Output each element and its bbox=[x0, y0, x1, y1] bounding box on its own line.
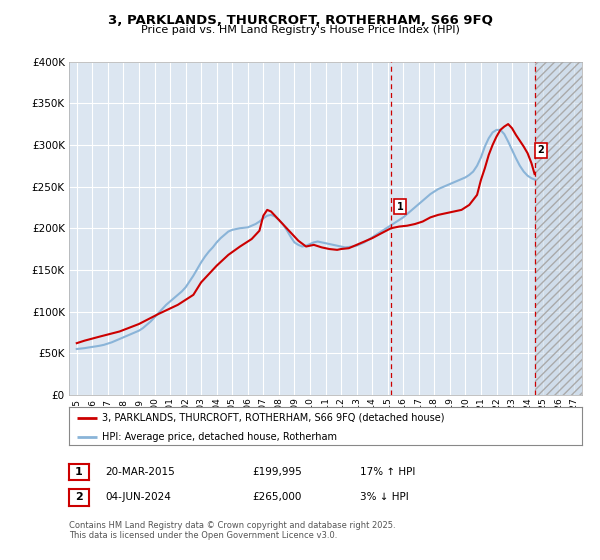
Text: 3, PARKLANDS, THURCROFT, ROTHERHAM, S66 9FQ (detached house): 3, PARKLANDS, THURCROFT, ROTHERHAM, S66 … bbox=[103, 413, 445, 423]
Text: HPI: Average price, detached house, Rotherham: HPI: Average price, detached house, Roth… bbox=[103, 432, 337, 442]
Text: 3% ↓ HPI: 3% ↓ HPI bbox=[360, 492, 409, 502]
Text: 17% ↑ HPI: 17% ↑ HPI bbox=[360, 467, 415, 477]
Text: 2: 2 bbox=[538, 145, 544, 155]
Text: Contains HM Land Registry data © Crown copyright and database right 2025.
This d: Contains HM Land Registry data © Crown c… bbox=[69, 521, 395, 540]
Text: £199,995: £199,995 bbox=[252, 467, 302, 477]
Text: 04-JUN-2024: 04-JUN-2024 bbox=[105, 492, 171, 502]
Bar bbox=[535, 62, 582, 395]
Text: 1: 1 bbox=[75, 467, 83, 477]
Text: Price paid vs. HM Land Registry's House Price Index (HPI): Price paid vs. HM Land Registry's House … bbox=[140, 25, 460, 35]
Text: 3, PARKLANDS, THURCROFT, ROTHERHAM, S66 9FQ: 3, PARKLANDS, THURCROFT, ROTHERHAM, S66 … bbox=[107, 14, 493, 27]
Text: 1: 1 bbox=[397, 202, 403, 212]
Bar bbox=[535, 62, 582, 395]
Text: 2: 2 bbox=[75, 492, 83, 502]
Text: 20-MAR-2015: 20-MAR-2015 bbox=[105, 467, 175, 477]
Text: £265,000: £265,000 bbox=[252, 492, 301, 502]
